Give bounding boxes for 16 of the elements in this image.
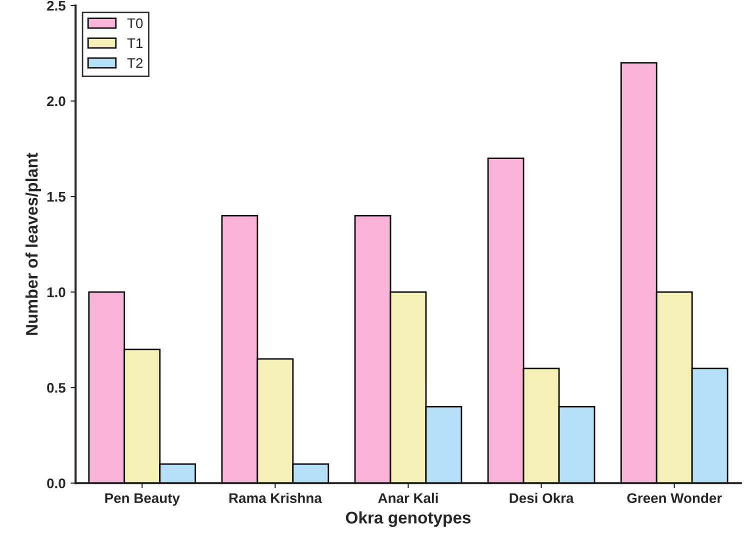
- y-tick-label: 0.0: [47, 478, 66, 488]
- legend-label: T2: [127, 58, 142, 68]
- legend-label: T1: [127, 38, 143, 48]
- y-tick-label: 1.0: [47, 287, 66, 298]
- y-axis-title: Number of leaves/plant: [25, 152, 42, 335]
- y-tick-label: 2.0: [47, 96, 66, 106]
- y-tick-label: 2.5: [47, 0, 66, 11]
- x-tick-label: Pen Beauty: [105, 493, 180, 506]
- x-tick-label: Desi Okra: [510, 492, 574, 504]
- y-tick-label: 1.5: [47, 192, 66, 202]
- x-tick-label: Anar Kali: [378, 492, 438, 504]
- x-tick-label: Rama Krishna: [229, 492, 322, 504]
- x-axis-title: Okra genotypes: [346, 511, 471, 527]
- y-tick-label: 0.5: [47, 382, 66, 393]
- x-tick-label: Green Wonder: [627, 492, 722, 504]
- legend-label: T0: [127, 18, 143, 28]
